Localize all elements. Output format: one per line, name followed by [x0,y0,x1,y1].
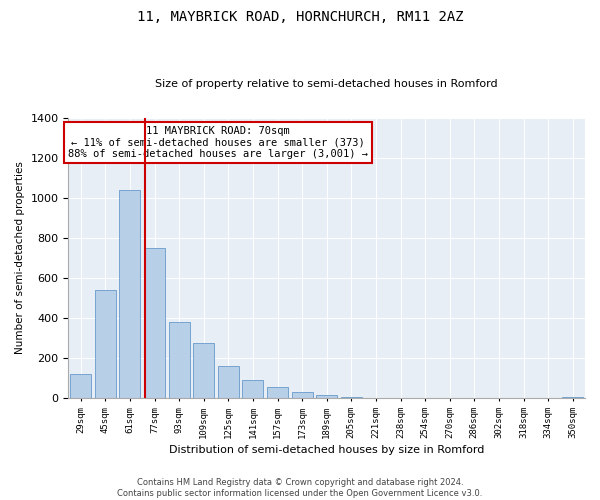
Bar [144,248,165,398]
Bar [218,366,239,398]
Bar [95,290,116,398]
Bar [119,190,140,398]
Bar [193,343,214,398]
Bar [169,322,190,398]
Text: Contains HM Land Registry data © Crown copyright and database right 2024.
Contai: Contains HM Land Registry data © Crown c… [118,478,482,498]
Bar [267,387,288,398]
Y-axis label: Number of semi-detached properties: Number of semi-detached properties [15,162,25,354]
Text: 11 MAYBRICK ROAD: 70sqm
← 11% of semi-detached houses are smaller (373)
88% of s: 11 MAYBRICK ROAD: 70sqm ← 11% of semi-de… [68,126,368,159]
Bar [562,397,583,398]
Text: 11, MAYBRICK ROAD, HORNCHURCH, RM11 2AZ: 11, MAYBRICK ROAD, HORNCHURCH, RM11 2AZ [137,10,463,24]
Bar [292,392,313,398]
Bar [316,395,337,398]
Bar [70,374,91,398]
X-axis label: Distribution of semi-detached houses by size in Romford: Distribution of semi-detached houses by … [169,445,484,455]
Title: Size of property relative to semi-detached houses in Romford: Size of property relative to semi-detach… [155,79,498,89]
Bar [341,397,362,398]
Bar [242,380,263,398]
